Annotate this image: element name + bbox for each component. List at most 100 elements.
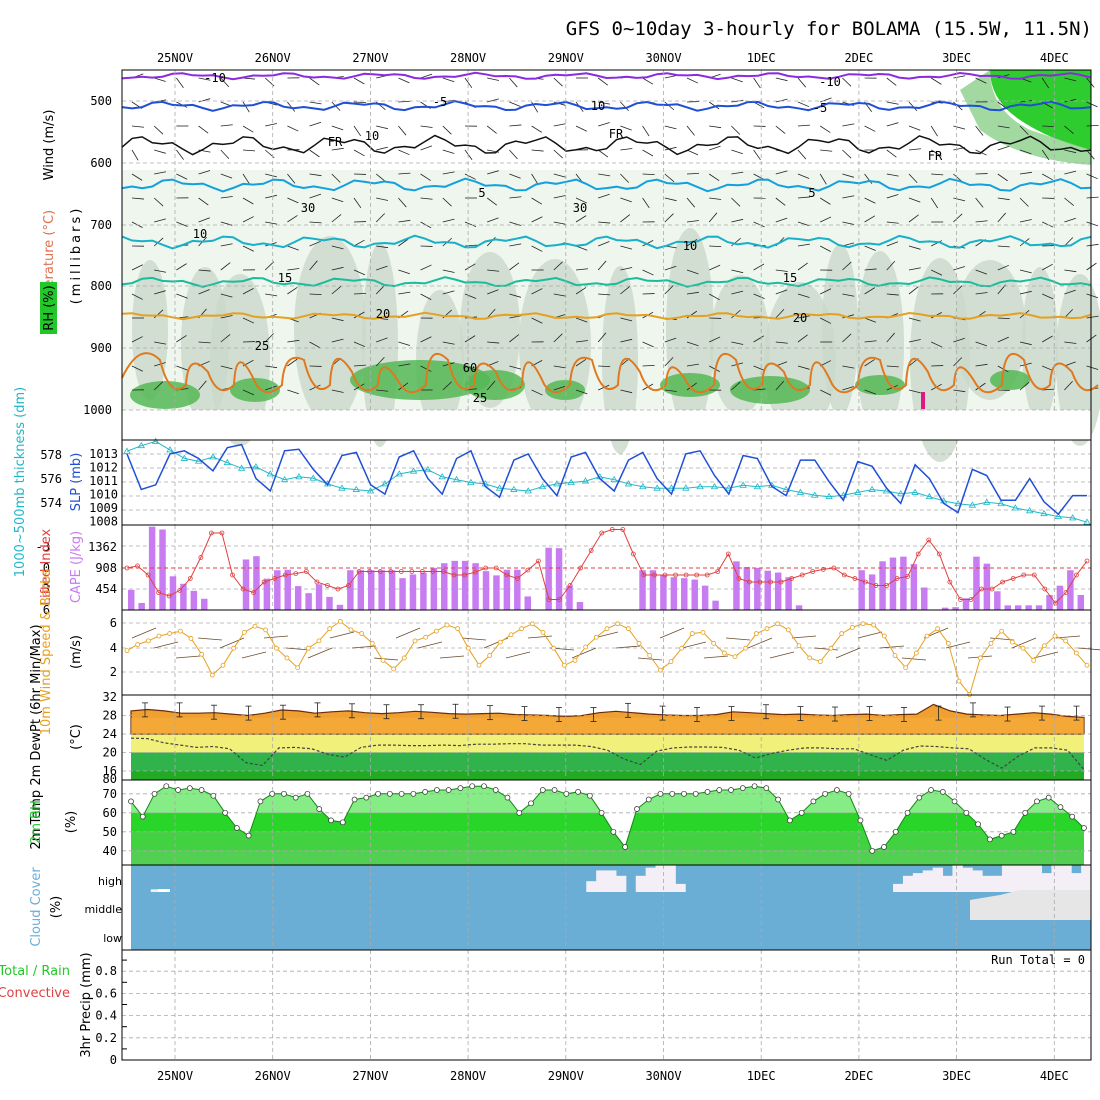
wind-barb xyxy=(176,77,184,88)
isotherm-label: -5 xyxy=(813,101,827,115)
wind10m-point xyxy=(679,645,685,651)
cape-bar xyxy=(1004,605,1011,610)
cloud-panel: high middle low Cloud Cover (%) xyxy=(29,864,1092,951)
wind10m-point xyxy=(380,658,386,663)
wind-barb xyxy=(864,287,875,295)
wind10m-point xyxy=(785,627,791,633)
rh-point xyxy=(410,790,417,797)
thickness-point xyxy=(280,475,289,483)
rh-point xyxy=(610,828,617,835)
wind10m-point xyxy=(252,623,258,629)
wind-barb xyxy=(353,125,362,137)
wind-barb xyxy=(487,170,499,175)
wind-barb xyxy=(708,101,720,110)
isotherm-label: FR xyxy=(609,127,624,141)
wind-barb xyxy=(686,220,699,223)
wind-barb xyxy=(1019,381,1030,391)
wind10m-barb xyxy=(153,641,179,649)
wind-barb xyxy=(709,293,720,301)
wind-barb xyxy=(553,195,566,199)
wind-barb xyxy=(597,77,609,86)
thickness-point xyxy=(1011,504,1020,511)
wind-barb xyxy=(820,149,833,152)
wind-barb xyxy=(309,193,322,199)
wind10m-barb xyxy=(131,627,157,639)
day-label-bottom: 27NOV xyxy=(352,1069,388,1083)
ylabel-wind: Wind (m/s) xyxy=(42,110,57,181)
wind-barb xyxy=(242,245,254,252)
wind-barb xyxy=(509,124,522,127)
wind-barb xyxy=(376,245,389,249)
isotherm-label: 25 xyxy=(473,391,487,405)
wind-barb xyxy=(1064,170,1077,175)
wind-barb xyxy=(375,356,385,367)
wind-barb xyxy=(886,365,899,368)
wind-barb xyxy=(265,365,278,369)
wind10m-barb xyxy=(1055,635,1081,639)
li-point xyxy=(884,583,889,588)
cape-bar xyxy=(994,591,1001,610)
wind-barb xyxy=(287,125,299,132)
cloud-high-block xyxy=(606,870,617,892)
wind-barb xyxy=(620,317,633,322)
cape-bar xyxy=(430,567,438,610)
li-point xyxy=(546,597,552,602)
wind-barb xyxy=(265,173,277,178)
rh-point xyxy=(645,796,652,803)
wind10m-point xyxy=(209,672,215,678)
wind-barb xyxy=(753,149,761,161)
thickness-point xyxy=(1068,514,1077,521)
cape-bar xyxy=(576,602,584,610)
li-tick: 0 xyxy=(43,561,50,575)
cloud-high-block xyxy=(655,865,666,892)
ylabel-slp: SLP (mb) xyxy=(69,453,84,512)
wind10m-point xyxy=(540,629,546,635)
wind-barb xyxy=(775,289,788,295)
thickness-point xyxy=(710,482,719,490)
thickness-point xyxy=(897,490,905,497)
cape-bar xyxy=(347,570,354,610)
rh-point xyxy=(245,832,252,839)
wind-barb xyxy=(642,77,654,85)
cape-bar xyxy=(274,570,281,610)
wind-barb xyxy=(775,77,788,82)
cape-bar xyxy=(305,593,312,610)
rh2m-tick: 70 xyxy=(103,787,117,801)
wind-barb xyxy=(198,125,209,134)
wind-barb xyxy=(575,317,588,323)
isotherm-line xyxy=(121,177,1092,193)
isotherms xyxy=(121,71,1099,409)
wind-barb xyxy=(842,195,855,199)
cape-bar xyxy=(733,561,740,610)
cape-bar xyxy=(1046,595,1053,610)
day-label-bottom: 4DEC xyxy=(1040,1069,1069,1083)
cape-bar xyxy=(524,596,531,610)
li-point xyxy=(968,597,974,602)
wind-barb xyxy=(509,173,521,179)
li-point xyxy=(736,576,742,581)
thickness-point xyxy=(581,477,590,484)
wind-barb xyxy=(975,197,984,208)
cloud-high-block xyxy=(1051,865,1062,892)
thickness-point xyxy=(538,482,547,490)
wind-barb xyxy=(398,172,411,175)
li-tick: 6 xyxy=(43,603,50,617)
wind-barb xyxy=(975,220,988,223)
wind-barb xyxy=(531,317,543,324)
wind-barb xyxy=(864,389,877,395)
wind-barb xyxy=(353,197,362,209)
rh-point xyxy=(386,790,393,797)
cloud-high-block xyxy=(1011,865,1023,892)
wind-barb xyxy=(598,173,611,177)
cape-bar xyxy=(743,566,751,610)
li-point xyxy=(462,572,467,578)
ylabel-precip-total: Total / Rain xyxy=(0,964,70,979)
wind-barb xyxy=(775,341,788,344)
wind-barb xyxy=(1042,221,1054,228)
wind10m-barb xyxy=(725,637,751,641)
wind-barb xyxy=(731,269,744,274)
wind-barb xyxy=(353,77,365,85)
wind-barb xyxy=(198,170,211,175)
